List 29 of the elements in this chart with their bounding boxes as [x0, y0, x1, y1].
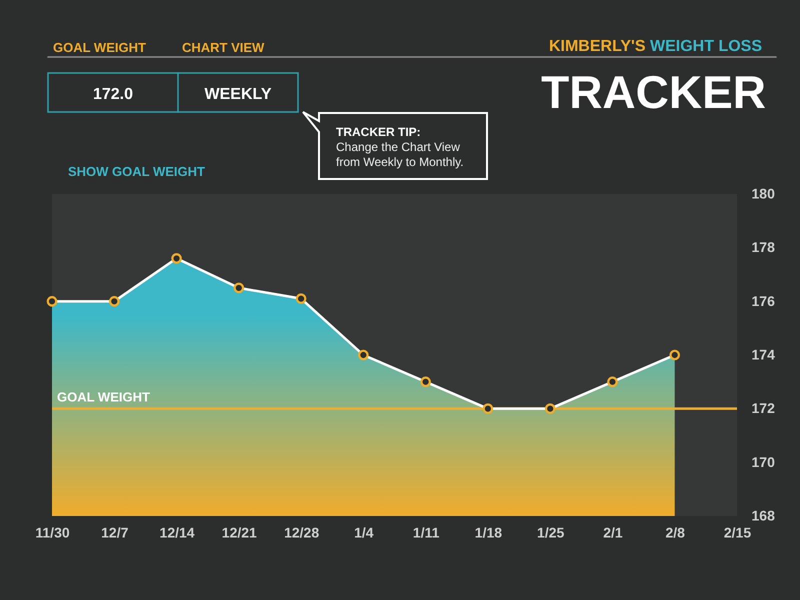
text: GOAL WEIGHT: [53, 40, 146, 55]
x-tick-label: 1/18: [474, 524, 502, 540]
text: 172.0: [92, 86, 134, 103]
text: Change the Chart View from Weekly to Monthly.: [336, 140, 464, 169]
x-tick-label: 12/28: [284, 524, 320, 540]
y-tick-label: 174: [752, 346, 776, 362]
x-tick-label: 12/21: [222, 524, 258, 540]
x-tick-label: 1/4: [354, 524, 374, 540]
x-tick-label: 2/8: [665, 524, 686, 540]
text: WEEKLY: [204, 86, 272, 103]
x-tick-label: 2/1: [603, 524, 623, 540]
y-tick-label: 178: [752, 239, 776, 256]
x-tick-label: 1/11: [412, 524, 440, 540]
text: SHOW GOAL WEIGHT: [68, 164, 206, 179]
chart-title: KIMBERLY'S WEIGHT LOSS: [548, 38, 762, 55]
x-tick-label: 12/14: [160, 524, 195, 540]
chart-subtitle: TRACKER: [541, 66, 766, 118]
y-tick-label: 170: [752, 454, 776, 470]
y-tick-label: 180: [752, 186, 776, 202]
y-tick-label: 176: [752, 292, 776, 309]
x-tick-label: 1/25: [537, 524, 565, 540]
text: CHART VIEW: [182, 40, 266, 55]
y-tick-label: 172: [752, 400, 776, 416]
text: TRACKER TIP:: [336, 125, 421, 139]
y-tick-label: 168: [752, 508, 776, 524]
x-tick-label: 2/15: [724, 524, 752, 540]
ref-line-label: GOAL WEIGHT: [57, 390, 150, 405]
x-tick-label: 12/7: [101, 524, 129, 540]
x-tick-label: 11/30: [35, 524, 70, 540]
